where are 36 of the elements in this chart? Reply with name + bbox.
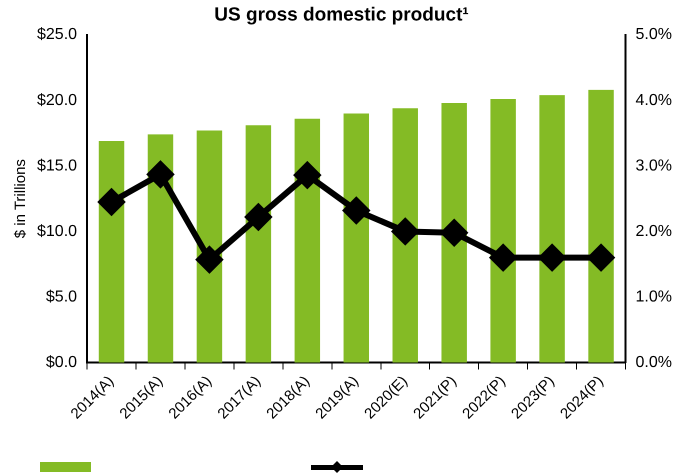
bar bbox=[441, 102, 467, 363]
point bbox=[392, 218, 418, 244]
y-tick-label: $15.0 bbox=[36, 157, 78, 174]
y-tick-label: $10.0 bbox=[36, 222, 78, 240]
point bbox=[294, 162, 320, 188]
point bbox=[147, 161, 174, 188]
point bbox=[196, 246, 222, 273]
point bbox=[490, 244, 516, 271]
y-tick-label: $0.0 bbox=[46, 354, 78, 371]
y2-tick-label: 1.0% bbox=[636, 288, 672, 306]
point bbox=[588, 244, 614, 271]
y2-tick-label: 2.0% bbox=[636, 222, 672, 240]
bar bbox=[588, 90, 614, 363]
point bbox=[539, 244, 566, 271]
y-tick-label: $20.0 bbox=[36, 92, 78, 109]
point bbox=[98, 188, 125, 215]
bar bbox=[344, 113, 370, 363]
bar bbox=[392, 108, 418, 363]
y2-tick-label: 5.0% bbox=[636, 26, 672, 44]
point bbox=[245, 204, 272, 230]
y-tick-label: $25.0 bbox=[36, 26, 78, 44]
chart-title: US gross domestic product¹ bbox=[214, 4, 469, 26]
bar bbox=[98, 140, 124, 363]
bar bbox=[196, 130, 222, 363]
y-tick-label: $5.0 bbox=[46, 288, 78, 306]
bar bbox=[539, 95, 565, 363]
y2-tick-label: 0.0% bbox=[636, 354, 672, 371]
bar bbox=[294, 118, 320, 363]
bar bbox=[490, 99, 516, 363]
bar bbox=[148, 134, 174, 363]
y2-tick-label: 3.0% bbox=[636, 157, 672, 174]
y-axis-title: $ in Trillions bbox=[12, 159, 30, 238]
y2-tick-label: 4.0% bbox=[636, 92, 672, 109]
point bbox=[441, 220, 468, 246]
bar bbox=[246, 125, 272, 363]
point bbox=[343, 197, 370, 224]
